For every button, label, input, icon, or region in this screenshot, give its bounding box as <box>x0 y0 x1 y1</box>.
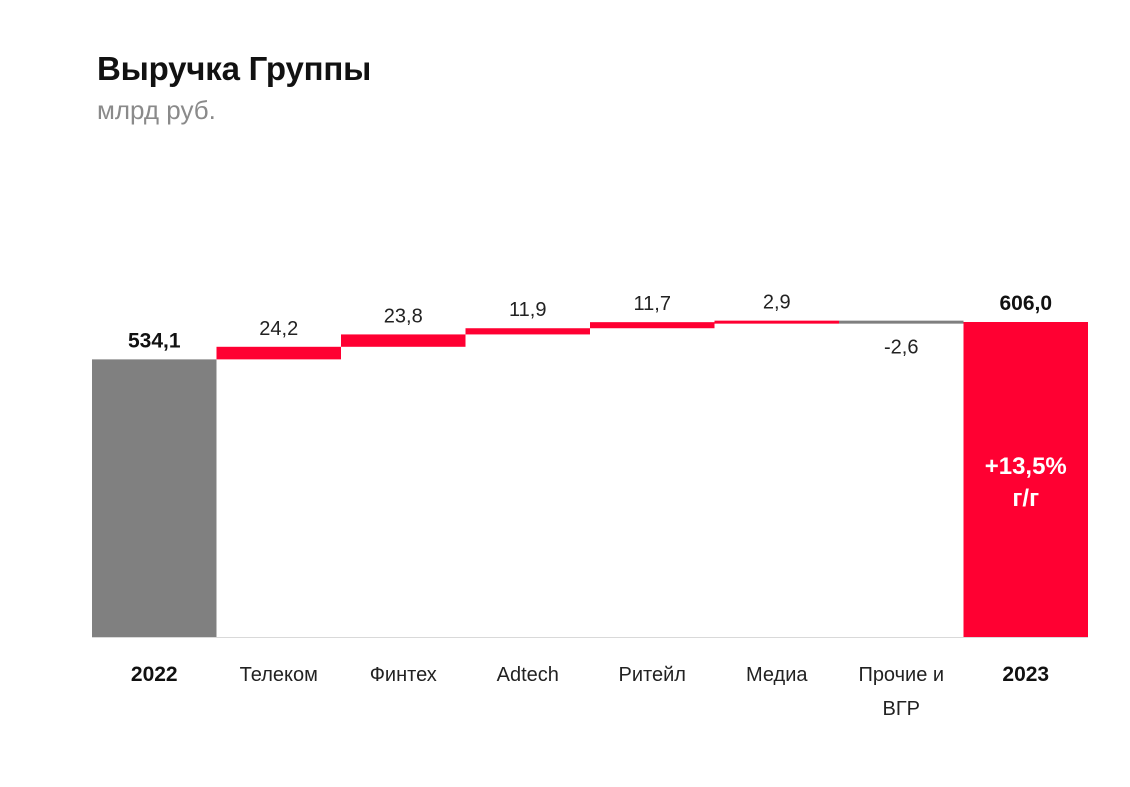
value-label-2: 23,8 <box>384 305 423 327</box>
value-label-0: 534,1 <box>128 329 181 352</box>
chart-title: Выручка Группы <box>97 50 372 87</box>
value-label-7: 606,0 <box>999 292 1052 315</box>
category-label-6-line-0: Прочие и <box>858 664 944 686</box>
bar-2 <box>341 334 466 347</box>
category-label-1: Телеком <box>240 664 318 686</box>
value-label-4: 11,7 <box>634 293 671 315</box>
bar-5 <box>714 320 839 324</box>
bar-6 <box>839 320 964 324</box>
chart-subtitle: млрд руб. <box>97 95 216 125</box>
bar-0 <box>92 359 217 637</box>
category-label-5: Медиа <box>746 664 808 686</box>
growth-annotation-line-1: г/г <box>1012 485 1039 512</box>
growth-annotation-line-0: +13,5% <box>985 453 1067 480</box>
bar-4 <box>590 322 715 329</box>
value-label-3: 11,9 <box>509 299 546 321</box>
category-label-6-line-1: ВГР <box>882 698 920 720</box>
bar-1 <box>216 346 341 360</box>
category-label-3: Adtech <box>497 664 559 686</box>
value-label-5: 2,9 <box>763 292 791 314</box>
category-label-0: 2022 <box>131 663 178 686</box>
bar-3 <box>465 328 590 335</box>
category-label-7: 2023 <box>1002 663 1049 686</box>
value-label-1: 24,2 <box>259 318 298 340</box>
bar-7 <box>963 322 1088 637</box>
value-label-6: -2,6 <box>884 337 918 359</box>
category-label-4: Ритейл <box>619 664 686 686</box>
category-label-2: Финтех <box>370 664 437 686</box>
